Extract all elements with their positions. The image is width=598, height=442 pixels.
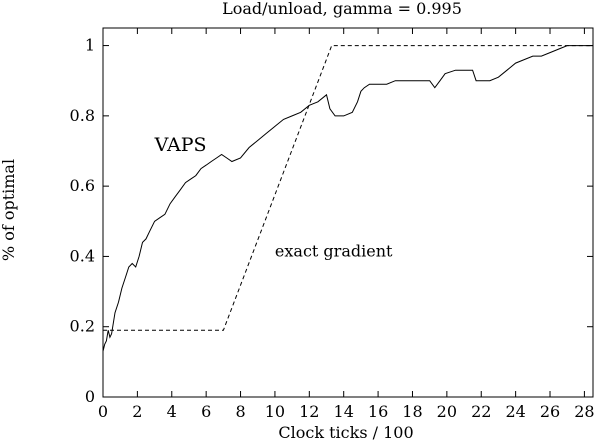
x-tick-label: 26 (540, 402, 560, 421)
series-line-vaps (102, 45, 593, 352)
x-tick-label: 12 (299, 402, 319, 421)
x-tick-label: 18 (402, 402, 422, 421)
y-tick-label: 0.6 (70, 176, 95, 195)
series-group (102, 45, 593, 352)
x-tick-label: 10 (265, 402, 285, 421)
annotation-vaps: VAPS (154, 134, 207, 156)
y-tick-label: 0 (85, 387, 95, 406)
x-tick-label: 20 (437, 402, 457, 421)
series-line-exact-gradient (103, 45, 593, 331)
y-tick-label: 0.4 (70, 246, 95, 265)
x-tick-label: 4 (167, 402, 177, 421)
annotation-group: VAPS exact gradient (154, 134, 393, 260)
x-tick-label: 6 (201, 402, 211, 421)
x-tick-label: 28 (574, 402, 594, 421)
x-tick-label: 0 (98, 402, 108, 421)
x-tick-label: 16 (368, 402, 388, 421)
y-axis-title: % of optimal (0, 159, 18, 261)
x-tick-label: 14 (334, 402, 354, 421)
x-tick-label: 2 (132, 402, 142, 421)
chart-title: Load/unload, gamma = 0.995 (222, 0, 462, 18)
x-axis-title: Clock ticks / 100 (278, 423, 413, 442)
y-tick-label: 0.2 (70, 317, 95, 336)
plot-frame (102, 27, 594, 398)
y-tick-label: 0.8 (70, 106, 95, 125)
x-tick-label: 8 (235, 402, 245, 421)
annotation-exact-gradient: exact gradient (275, 241, 393, 260)
x-tick-label: 22 (471, 402, 491, 421)
x-tick-label: 24 (505, 402, 525, 421)
y-tick-label: 1 (85, 36, 95, 55)
